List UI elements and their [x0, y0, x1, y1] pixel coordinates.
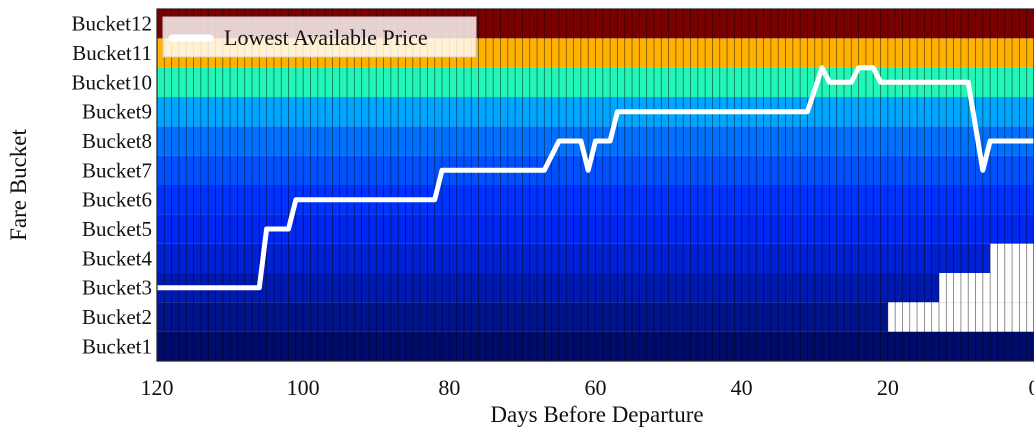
x-tick-labels: 120 100 80 60 40 20 0	[141, 375, 1034, 400]
y-tick-bucket10: Bucket10	[72, 70, 152, 94]
y-tick-labels: Bucket1 Bucket2 Bucket3 Bucket4 Bucket5 Bucke…	[72, 12, 153, 359]
unavailable-bucket3	[938, 273, 1034, 303]
legend: Lowest Available Price	[162, 16, 477, 58]
x-tick-60: 60	[585, 375, 607, 400]
price-line-group	[154, 65, 1034, 291]
y-tick-bucket4: Bucket4	[82, 246, 152, 270]
x-tick-20: 20	[877, 375, 899, 400]
y-tick-bucket3: Bucket3	[82, 276, 152, 300]
legend-box	[162, 16, 477, 58]
y-axis-label: Fare Bucket	[6, 129, 31, 241]
day-gridlines	[156, 9, 1034, 361]
y-tick-bucket9: Bucket9	[82, 100, 152, 124]
legend-label: Lowest Available Price	[224, 25, 428, 50]
x-tick-80: 80	[438, 375, 460, 400]
x-axis-label: Days Before Departure	[490, 402, 703, 427]
y-tick-bucket6: Bucket6	[82, 188, 152, 212]
y-tick-bucket11: Bucket11	[72, 41, 152, 65]
lowest-price-line	[154, 65, 1034, 291]
x-tick-0: 0	[1029, 375, 1034, 400]
x-tick-40: 40	[731, 375, 753, 400]
x-tick-120: 120	[141, 375, 174, 400]
y-tick-bucket8: Bucket8	[82, 129, 152, 153]
y-tick-bucket12: Bucket12	[72, 12, 152, 36]
y-tick-bucket5: Bucket5	[82, 217, 152, 241]
y-tick-bucket2: Bucket2	[82, 305, 152, 329]
y-tick-bucket7: Bucket7	[82, 158, 152, 182]
plot-frame	[156, 8, 1034, 362]
x-tick-100: 100	[287, 375, 320, 400]
y-tick-bucket1: Bucket1	[82, 334, 152, 358]
